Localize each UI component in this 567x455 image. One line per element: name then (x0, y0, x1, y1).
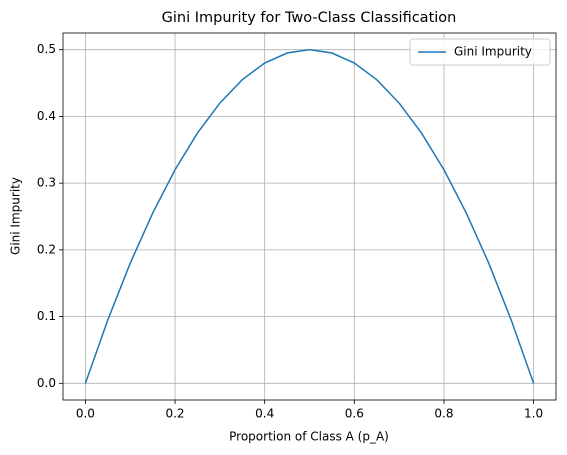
chart-title: Gini Impurity for Two-Class Classificati… (162, 10, 457, 26)
y-tick-label: 0.3 (37, 176, 56, 190)
legend-label: Gini Impurity (454, 45, 532, 59)
y-axis-label: Gini Impurity (9, 177, 23, 255)
line-series (84, 48, 535, 384)
x-tick-label: 1.0 (524, 407, 543, 421)
y-tick-label: 0.5 (37, 42, 56, 56)
legend-box (409, 38, 551, 66)
x-tick-label: 0.8 (434, 407, 453, 421)
y-tick-label: 0.1 (37, 309, 56, 323)
y-tick-label: 0.4 (37, 109, 56, 123)
x-tick-label: 0.2 (165, 407, 184, 421)
y-tick-label: 0.0 (37, 376, 56, 390)
y-tick-label: 0.2 (37, 242, 56, 256)
plot-frame (62, 32, 557, 401)
x-tick-label: 0.6 (345, 407, 364, 421)
x-axis-label: Proportion of Class A (p_A) (229, 430, 389, 444)
x-tick-label: 0.0 (76, 407, 95, 421)
x-tick-label: 0.4 (255, 407, 274, 421)
